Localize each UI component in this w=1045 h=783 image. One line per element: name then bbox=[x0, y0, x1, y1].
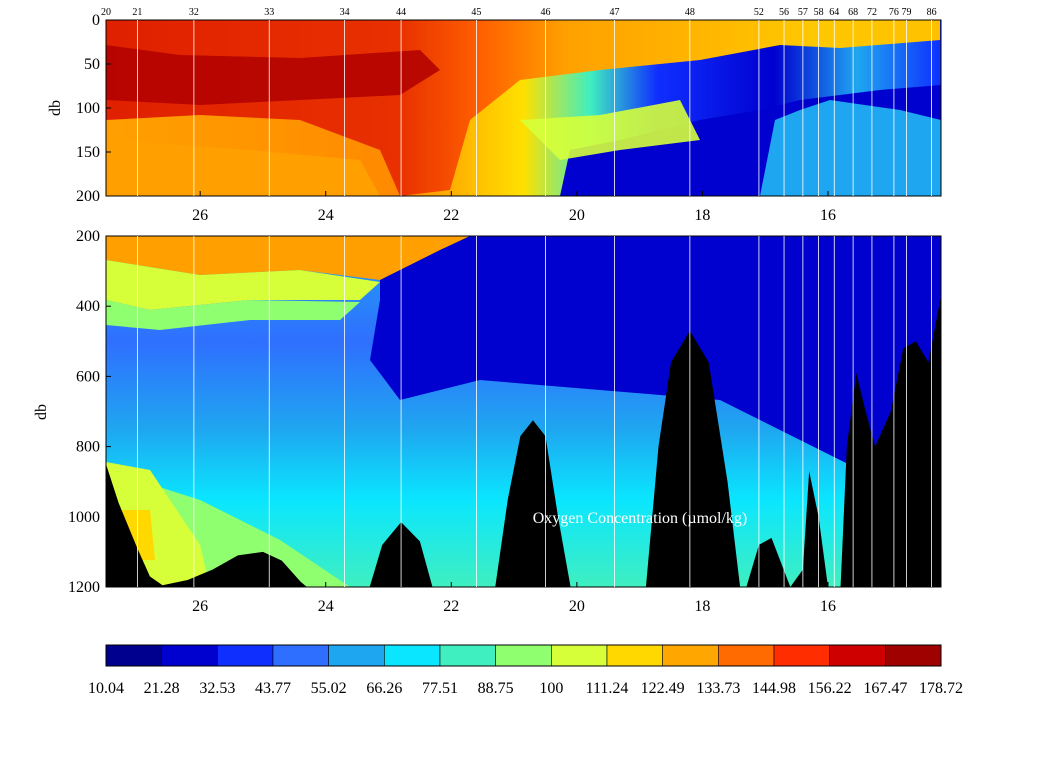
y-tick-label: 50 bbox=[84, 56, 100, 73]
x-tick-label: 18 bbox=[694, 598, 710, 615]
y-tick-label: 100 bbox=[76, 100, 100, 117]
x-tick-label: 22 bbox=[443, 598, 459, 615]
y-tick-label: 0 bbox=[92, 12, 100, 29]
colorbar-swatch bbox=[161, 644, 218, 667]
yellow-band bbox=[520, 100, 700, 160]
station-label: 86 bbox=[927, 7, 937, 18]
colorbar-level-label: 111.24 bbox=[586, 680, 629, 697]
colorbar-swatch bbox=[439, 644, 496, 667]
station-label: 47 bbox=[610, 7, 620, 18]
colorbar-swatch bbox=[217, 644, 274, 667]
oxygen-annotation: Oxygen Concentration (µmol/kg) bbox=[533, 510, 748, 527]
colorbar-swatch bbox=[551, 644, 608, 667]
x-ticks-upper-panel: 26 24 22 20 18 16 bbox=[192, 191, 836, 224]
colorbar bbox=[105, 644, 942, 667]
lower-depth-panel bbox=[105, 235, 942, 588]
station-label: 58 bbox=[814, 7, 824, 18]
colorbar-level-label: 156.22 bbox=[808, 680, 852, 697]
colorbar-level-label: 66.26 bbox=[366, 680, 402, 697]
x-tick-label: 26 bbox=[192, 207, 208, 224]
station-label: 68 bbox=[848, 7, 858, 18]
colorbar-labels: 10.04 21.28 32.53 43.77 55.02 66.26 77.51 88.75… bbox=[88, 680, 963, 697]
y-tick-label: 1000 bbox=[68, 509, 100, 526]
colorbar-level-label: 144.98 bbox=[752, 680, 796, 697]
x-tick-label: 18 bbox=[694, 207, 710, 224]
surface-orange-lobe bbox=[106, 236, 470, 280]
colorbar-level-label: 10.04 bbox=[88, 680, 124, 697]
station-labels: 20 21 32 33 34 44 45 46 47 48 52 56 57 58 64 68 72 76 79 86 bbox=[101, 7, 937, 18]
colorbar-level-label: 178.72 bbox=[919, 680, 963, 697]
y-ticks-lower-panel: 200 400 600 800 1000 1200 bbox=[68, 228, 111, 596]
cyan-band bbox=[760, 100, 941, 196]
x-tick-label: 26 bbox=[192, 598, 208, 615]
x-tick-label: 24 bbox=[318, 207, 334, 224]
x-tick-label: 16 bbox=[820, 598, 836, 615]
colorbar-swatch bbox=[885, 644, 942, 667]
colorbar-level-label: 167.47 bbox=[863, 680, 907, 697]
colorbar-level-label: 122.49 bbox=[641, 680, 685, 697]
colorbar-swatch bbox=[105, 644, 162, 667]
station-label: 21 bbox=[132, 7, 142, 18]
y-ticks-upper-panel: 0 50 100 150 200 bbox=[76, 12, 111, 205]
station-label: 20 bbox=[101, 7, 111, 18]
surface-green-band bbox=[106, 300, 360, 330]
x-tick-label: 22 bbox=[443, 207, 459, 224]
surface-yellow-band bbox=[106, 260, 380, 310]
station-label: 76 bbox=[889, 7, 899, 18]
colorbar-level-label: 77.51 bbox=[422, 680, 458, 697]
bathymetry-seafloor bbox=[106, 295, 941, 587]
x-tick-label: 20 bbox=[569, 598, 585, 615]
y-tick-label: 1200 bbox=[68, 579, 100, 596]
x-tick-label: 20 bbox=[569, 207, 585, 224]
y-axis-label-upper: db bbox=[47, 100, 64, 116]
y-tick-label: 150 bbox=[76, 144, 100, 161]
station-label: 52 bbox=[754, 7, 764, 18]
station-label: 57 bbox=[798, 7, 808, 18]
colorbar-swatch bbox=[272, 644, 329, 667]
y-tick-label: 400 bbox=[76, 298, 100, 315]
colorbar-level-label: 100 bbox=[539, 680, 563, 697]
station-label: 34 bbox=[340, 7, 350, 18]
colorbar-swatch bbox=[718, 644, 775, 667]
x-tick-label: 16 bbox=[820, 207, 836, 224]
colorbar-level-label: 133.73 bbox=[696, 680, 740, 697]
y-tick-label: 600 bbox=[76, 368, 100, 385]
station-label: 79 bbox=[901, 7, 911, 18]
colorbar-swatch bbox=[662, 644, 719, 667]
colorbar-swatch bbox=[384, 644, 441, 667]
y-tick-label: 800 bbox=[76, 439, 100, 456]
colorbar-swatch bbox=[773, 644, 830, 667]
x-tick-label: 24 bbox=[318, 598, 334, 615]
upper-depth-panel bbox=[105, 19, 942, 197]
colorbar-level-label: 32.53 bbox=[199, 680, 235, 697]
station-label: 44 bbox=[396, 7, 406, 18]
station-label: 46 bbox=[540, 7, 550, 18]
station-label: 32 bbox=[189, 7, 199, 18]
colorbar-swatch bbox=[606, 644, 663, 667]
colorbar-level-label: 43.77 bbox=[255, 680, 291, 697]
colorbar-swatch bbox=[328, 644, 385, 667]
y-tick-label: 200 bbox=[76, 228, 100, 245]
station-label: 45 bbox=[471, 7, 481, 18]
colorbar-swatch bbox=[495, 644, 552, 667]
colorbar-level-label: 21.28 bbox=[144, 680, 180, 697]
colorbar-frame bbox=[105, 644, 942, 667]
colorbar-level-label: 55.02 bbox=[311, 680, 347, 697]
low-oxygen-lower bbox=[370, 236, 941, 470]
y-tick-label: 200 bbox=[76, 188, 100, 205]
max-oxygen-band bbox=[106, 45, 440, 105]
station-label: 56 bbox=[779, 7, 789, 18]
x-ticks-lower-panel: 26 24 22 20 18 16 bbox=[192, 582, 836, 615]
deep-orange-band bbox=[106, 140, 380, 196]
station-label: 72 bbox=[867, 7, 877, 18]
station-label: 48 bbox=[685, 7, 695, 18]
colorbar-level-label: 88.75 bbox=[478, 680, 514, 697]
colorbar-swatch bbox=[829, 644, 886, 667]
station-label: 64 bbox=[829, 7, 839, 18]
y-axis-label-lower: db bbox=[33, 404, 50, 420]
station-label: 33 bbox=[264, 7, 274, 18]
